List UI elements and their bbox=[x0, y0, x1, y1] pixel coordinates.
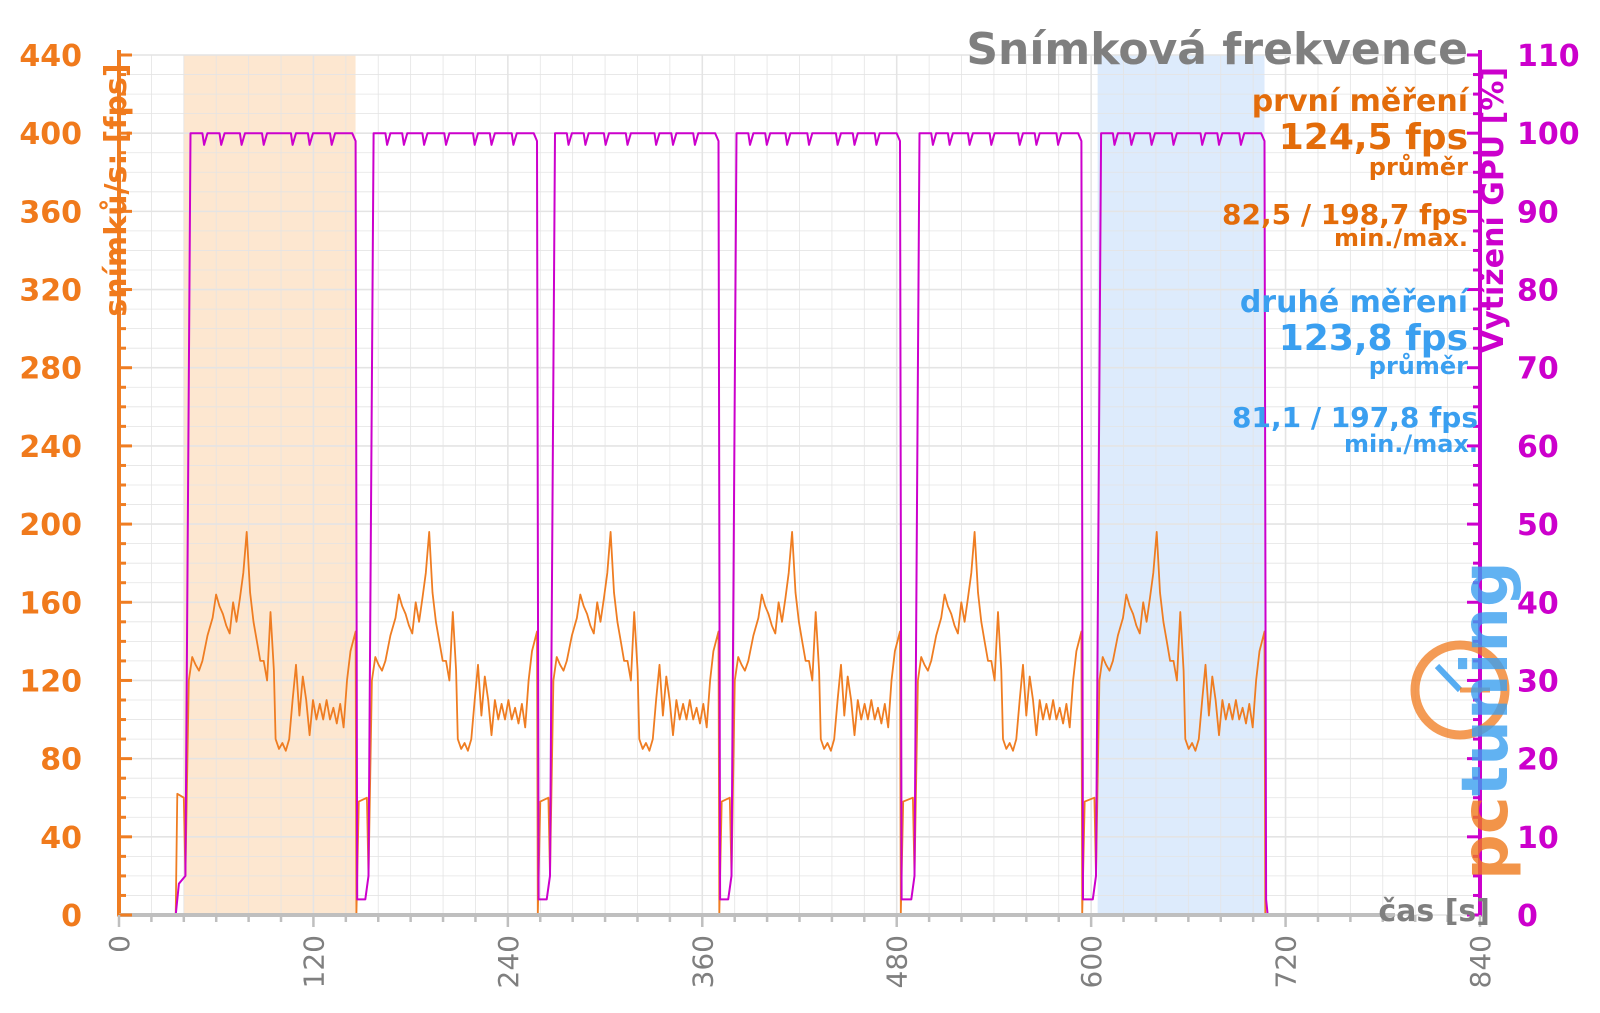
y-tick-label-right: 50 bbox=[1517, 508, 1559, 543]
x-tick-label: 720 bbox=[1270, 935, 1303, 988]
y-tick-label-left: 280 bbox=[19, 352, 82, 387]
x-axis-label: čas [s] bbox=[1378, 894, 1490, 929]
y-tick-label-right: 30 bbox=[1517, 664, 1559, 699]
y-axis-label-left: snímků/s: [fps] bbox=[98, 63, 134, 316]
logo-tuning: tuning bbox=[1449, 561, 1523, 796]
series-gpu-line bbox=[119, 132, 1354, 916]
x-tick-label: 0 bbox=[103, 935, 136, 953]
first-run-average: 124,5 fps bbox=[1279, 117, 1468, 158]
series-lines bbox=[119, 132, 1354, 916]
first-run-average-label: průměr bbox=[1369, 153, 1468, 181]
y-tick-label-left: 400 bbox=[19, 117, 82, 152]
y-tick-label-right: 70 bbox=[1517, 352, 1559, 387]
y-tick-label-right: 60 bbox=[1517, 430, 1559, 465]
y-tick-label-left: 320 bbox=[19, 274, 82, 309]
first-run-minmax: 82,5 / 198,7 fps bbox=[1222, 198, 1468, 231]
first-run-minmax-label: min./max. bbox=[1334, 224, 1468, 252]
y-tick-label-right: 0 bbox=[1517, 899, 1538, 934]
annotation-first: první měření 124,5 fps průměr 82,5 / 198… bbox=[1222, 84, 1470, 252]
y-tick-label-right: 100 bbox=[1517, 117, 1580, 152]
second-run-average-label: průměr bbox=[1369, 352, 1468, 380]
y-tick-label-left: 0 bbox=[61, 899, 82, 934]
tick-labels: 0408012016020024028032036040044001020304… bbox=[19, 39, 1579, 988]
second-run-label: druhé měření bbox=[1240, 285, 1470, 320]
y-tick-label-right: 90 bbox=[1517, 195, 1559, 230]
chart-title: Snímková frekvence bbox=[966, 24, 1468, 75]
y-tick-label-right: 40 bbox=[1517, 586, 1559, 621]
y-tick-label-left: 160 bbox=[19, 586, 82, 621]
y-tick-label-left: 360 bbox=[19, 195, 82, 230]
stopwatch-icon bbox=[1410, 640, 1510, 740]
x-tick-label: 240 bbox=[492, 935, 525, 988]
second-run-minmax-label: min./max. bbox=[1344, 430, 1478, 458]
logo-pc: pc bbox=[1449, 796, 1523, 880]
y-tick-label-left: 40 bbox=[40, 821, 82, 856]
first-run-label: první měření bbox=[1252, 84, 1470, 119]
x-tick-label: 480 bbox=[881, 935, 914, 988]
y-tick-label-left: 120 bbox=[19, 664, 82, 699]
y-tick-label-left: 240 bbox=[19, 430, 82, 465]
y-tick-label-right: 10 bbox=[1517, 821, 1559, 856]
pctuning-logo: pctuning bbox=[1410, 561, 1523, 880]
y-tick-label-right: 110 bbox=[1517, 39, 1580, 74]
second-run-minmax: 81,1 / 197,8 fps bbox=[1232, 401, 1478, 434]
x-tick-label: 360 bbox=[686, 935, 719, 988]
logo-wordmark: pctuning bbox=[1449, 561, 1523, 880]
y-tick-label-left: 80 bbox=[40, 743, 82, 778]
x-tick-label: 840 bbox=[1464, 935, 1497, 988]
axes bbox=[117, 50, 1482, 927]
y-tick-label-right: 80 bbox=[1517, 274, 1559, 309]
x-tick-label: 120 bbox=[297, 935, 330, 988]
second-run-average: 123,8 fps bbox=[1279, 318, 1468, 359]
y-tick-label-left: 440 bbox=[19, 39, 82, 74]
y-tick-label-right: 20 bbox=[1517, 743, 1559, 778]
x-tick-label: 600 bbox=[1075, 935, 1108, 988]
y-axis-label-right: Vytížení GPU [%] bbox=[1476, 67, 1511, 353]
y-tick-label-left: 200 bbox=[19, 508, 82, 543]
annotation-second: druhé měření 123,8 fps průměr 81,1 / 197… bbox=[1232, 285, 1478, 458]
